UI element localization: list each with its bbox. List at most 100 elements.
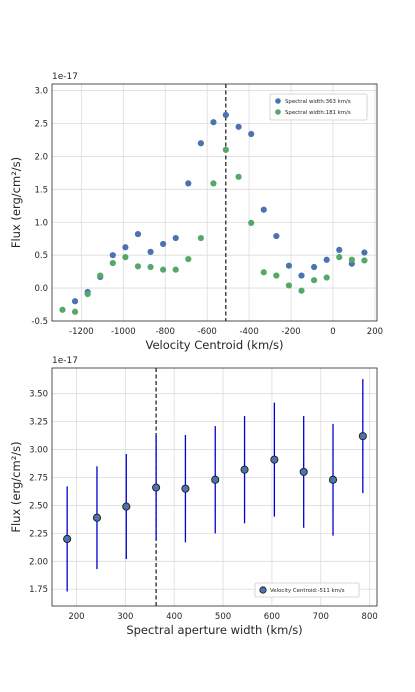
bottom-panel-series-1-point	[92, 513, 102, 522]
top-panel-x-tick-label: -400	[239, 327, 258, 337]
top-panel-series-2-point	[197, 234, 204, 242]
bottom-panel-legend-label: Velocity Centroid:-511 km/s	[270, 588, 345, 594]
top-panel-legend-box	[269, 93, 368, 121]
top-panel-series-2-point	[185, 256, 192, 263]
bottom-panel-y-tick-label: 2.50	[29, 501, 48, 511]
top-panel-series-1-point	[172, 234, 179, 242]
top-panel-series-2-point	[348, 256, 355, 263]
top-panel-series-1-point	[122, 244, 129, 251]
top-panel-y-tick-label: 1.5	[34, 185, 48, 195]
bottom-panel-x-tick-label: 800	[362, 612, 378, 622]
top-panel-series-2-point	[361, 257, 368, 264]
top-panel-y-axis-label: Flux (erg/cm²/s)	[9, 157, 23, 248]
top-panel-series-2-point	[172, 266, 179, 273]
top-panel-x-tick-label: -600	[198, 327, 217, 337]
top-panel-series-2-point	[323, 274, 330, 281]
bottom-panel-series-1-point	[358, 432, 367, 441]
bottom-panel-y-tick-label: 2.00	[29, 557, 48, 567]
top-panel-series-2-point	[160, 266, 167, 273]
top-panel-series-1-point	[147, 248, 154, 255]
top-panel-series-2-point	[285, 282, 293, 289]
top-panel-series-1-point	[160, 240, 167, 248]
top-panel-series-1-point	[298, 272, 305, 279]
top-panel-legend-label: Spectral width:363 km/s	[285, 99, 351, 105]
bottom-panel-legend: Velocity Centroid:-511 km/s	[254, 582, 360, 598]
bottom-panel-axes-frame	[51, 367, 378, 607]
top-panel-y-tick-label: 0.5	[34, 251, 48, 261]
bottom-panel-x-tick-label: 600	[264, 612, 280, 622]
top-panel-y-tick-label: 1.0	[34, 218, 48, 228]
bottom-panel-y-tick-label: 3.00	[29, 446, 48, 456]
top-panel-series-2-point	[235, 173, 242, 180]
top-panel-series-2-point	[84, 290, 91, 298]
top-panel-y-tick-label: 3.0	[34, 87, 48, 97]
top-panel-series-2-point	[310, 277, 318, 284]
bottom-panel-y-axis-label: Flux (erg/cm²/s)	[9, 441, 23, 532]
top-panel: -1200 -1000 -800 -600 -400 -200 0 200 -0.5 0.0 0.5…	[9, 72, 383, 352]
top-panel-series-2-point	[260, 269, 267, 276]
top-panel-y-tick-label: 2.0	[34, 152, 48, 162]
bottom-panel-series-1-point	[211, 475, 220, 484]
top-panel-legend: Spectral width:363 km/s Spectral width:18…	[269, 93, 368, 121]
top-panel-y-tick-label: 0.0	[34, 284, 48, 294]
top-panel-series-1-point	[210, 119, 217, 126]
top-panel-y-tick-label: -0.5	[31, 317, 48, 327]
top-panel-legend-label: Spectral width:181 km/s	[285, 110, 351, 116]
top-panel-series-2-point	[210, 180, 217, 187]
top-panel-series-1-point	[185, 180, 192, 187]
bottom-panel-legend-box	[254, 582, 360, 598]
top-panel-series-2-point	[134, 263, 142, 270]
bottom-panel-series-1-point	[240, 465, 249, 474]
top-panel-x-tick-label: -800	[156, 327, 175, 337]
top-panel-x-tick-label: -1200	[69, 327, 94, 337]
top-panel-series-1-point	[361, 249, 368, 256]
top-panel-series-1-point	[260, 206, 267, 213]
bottom-panel-series-1-point	[181, 484, 190, 493]
top-panel-series-1-point	[273, 232, 280, 240]
top-panel-series-2-point	[59, 306, 66, 313]
top-panel-series-1-point	[336, 246, 343, 253]
top-panel-scale-exponent: 1e-17	[52, 72, 78, 82]
top-panel-series-2-point	[147, 263, 154, 271]
top-panel-legend-marker	[275, 109, 281, 115]
top-panel-series-2-point	[336, 254, 343, 261]
top-panel-series-2-point	[298, 287, 305, 294]
top-panel-series-1-point	[285, 262, 293, 269]
top-panel-series-2-point	[71, 308, 79, 315]
top-panel-series-2-point	[222, 146, 229, 153]
bottom-panel-x-tick-label: 400	[166, 612, 182, 622]
top-panel-x-axis-label: Velocity Centroid (km/s)	[145, 338, 283, 352]
top-panel-series-1-point	[197, 140, 204, 147]
top-panel-x-tick-label: -200	[281, 327, 300, 337]
bottom-panel-plot-area	[52, 368, 377, 606]
bottom-panel-series-1-point	[122, 502, 131, 511]
top-panel-series-1-point	[235, 123, 242, 130]
top-panel-series-2-point	[122, 254, 129, 261]
bottom-panel-x-axis-label: Spectral aperture width (km/s)	[126, 623, 302, 637]
top-panel-series-1-point	[71, 298, 79, 305]
top-panel-y-tick-label: 2.5	[34, 120, 48, 130]
top-panel-axes-frame	[51, 83, 378, 322]
bottom-panel-x-tick-label: 300	[117, 612, 133, 622]
bottom-panel-series-1-point	[299, 467, 308, 476]
bottom-panel: 200 300 400 500 600 700 800 1.75 2.00 2.25 2.50 2.7…	[9, 356, 378, 637]
top-panel-x-tick-label: 200	[367, 327, 383, 337]
top-panel-series-1-point	[323, 256, 330, 263]
bottom-panel-y-tick-label: 1.75	[29, 585, 48, 595]
bottom-panel-x-tick-label: 500	[215, 612, 231, 622]
bottom-panel-x-tick-label: 200	[68, 612, 84, 622]
top-panel-x-tick-label: 0	[330, 327, 335, 337]
bottom-panel-series-1-point	[270, 455, 279, 464]
bottom-panel-scale-exponent: 1e-17	[52, 356, 78, 366]
bottom-panel-series-1-point	[63, 534, 72, 544]
bottom-panel-legend-marker	[259, 586, 267, 594]
top-panel-series-1-point	[248, 130, 255, 138]
top-panel-series-1-point	[310, 263, 318, 271]
bottom-panel-series-1-point	[152, 483, 161, 492]
top-panel-series-2-point	[109, 259, 116, 267]
bottom-panel-y-tick-label: 2.75	[29, 474, 48, 484]
top-panel-series-1-point	[109, 252, 116, 259]
bottom-panel-x-tick-label: 700	[313, 612, 329, 622]
bottom-panel-y-tick-label: 3.50	[29, 390, 48, 400]
